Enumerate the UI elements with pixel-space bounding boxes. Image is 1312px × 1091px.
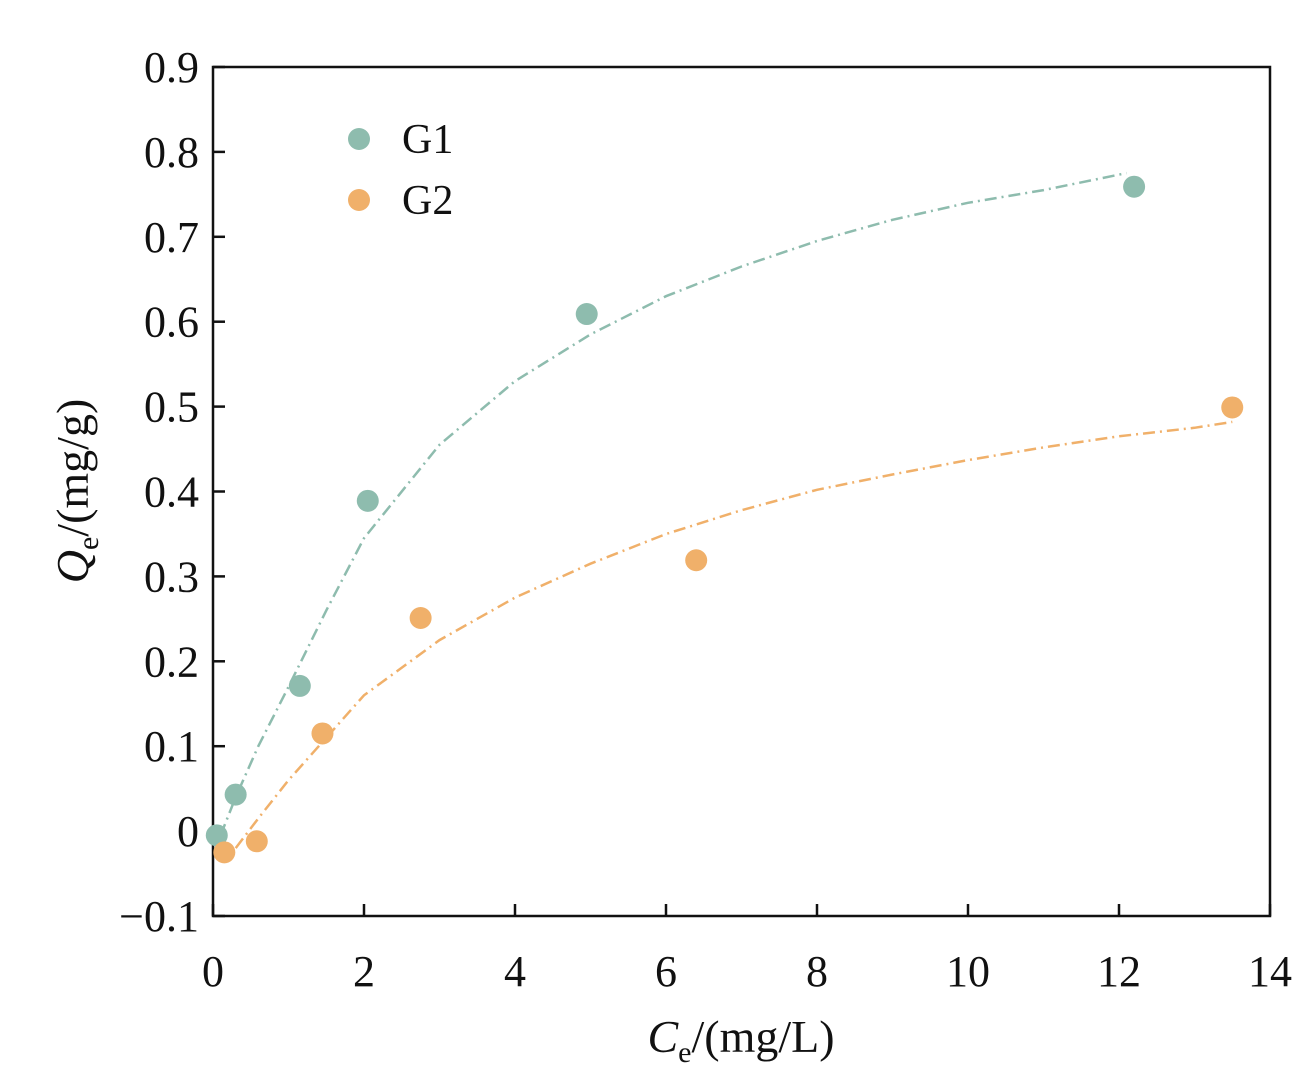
x-tick-label: 14 — [1248, 947, 1292, 996]
legend-marker-g2 — [348, 189, 370, 211]
fit-curves — [219, 171, 1233, 849]
x-tick-label: 8 — [806, 947, 828, 996]
legend: G1 G2 — [348, 117, 453, 224]
x-tick-label: 6 — [655, 947, 677, 996]
y-tick-label: 0 — [177, 807, 199, 856]
x-tick-label: 0 — [202, 947, 224, 996]
legend-label-g2: G2 — [402, 178, 453, 224]
y-tick-label: 0.9 — [144, 43, 199, 92]
data-point-g2 — [213, 841, 236, 864]
data-point-g2 — [409, 607, 432, 630]
y-axis-title-main: Q — [47, 550, 98, 583]
y-tick-label: 0.6 — [144, 298, 199, 347]
data-point-g2 — [245, 830, 268, 853]
y-axis-ticks: −0.1 0 0.1 0.2 0.3 0.4 0.5 0.6 0.7 0.8 0.9 — [119, 43, 225, 941]
data-point-g1 — [1123, 175, 1146, 198]
fit-curve-g1 — [219, 171, 1127, 836]
x-tick-label: 4 — [504, 947, 526, 996]
y-tick-label: 0.4 — [144, 468, 199, 517]
y-tick-label: 0.2 — [144, 637, 199, 686]
x-tick-label: 2 — [353, 947, 375, 996]
y-axis-title-rest: /(mg/g) — [47, 399, 98, 537]
y-tick-label: −0.1 — [119, 892, 199, 941]
y-tick-label: 0.8 — [144, 128, 199, 177]
x-tick-label: 10 — [946, 947, 990, 996]
y-tick-label: 0.1 — [144, 722, 199, 771]
y-axis-title-sub: e — [72, 537, 105, 550]
y-tick-label: 0.5 — [144, 383, 199, 432]
data-point-g1 — [288, 674, 311, 697]
data-points — [205, 175, 1244, 864]
x-axis-title: Ce/(mg/L) — [647, 1011, 834, 1069]
legend-marker-g1 — [348, 128, 370, 150]
data-point-g1 — [224, 783, 247, 806]
data-point-g1 — [205, 824, 228, 847]
x-tick-label: 12 — [1097, 947, 1141, 996]
x-axis-title-main: C — [647, 1011, 679, 1062]
x-axis-ticks: 0 2 4 6 8 10 12 14 — [202, 904, 1292, 996]
data-point-g2 — [685, 549, 708, 572]
data-point-g1 — [575, 303, 598, 326]
y-tick-label: 0.3 — [144, 552, 199, 601]
y-tick-label: 0.7 — [144, 213, 199, 262]
x-axis-title-rest: /(mg/L) — [691, 1011, 834, 1062]
data-point-g2 — [1221, 396, 1244, 419]
y-axis-title: Qe/(mg/g) — [47, 399, 105, 584]
data-point-g2 — [311, 722, 334, 745]
x-axis-title-sub: e — [678, 1036, 691, 1069]
legend-label-g1: G1 — [402, 117, 453, 163]
data-point-g1 — [356, 489, 379, 512]
fit-curve-g2 — [234, 420, 1233, 849]
